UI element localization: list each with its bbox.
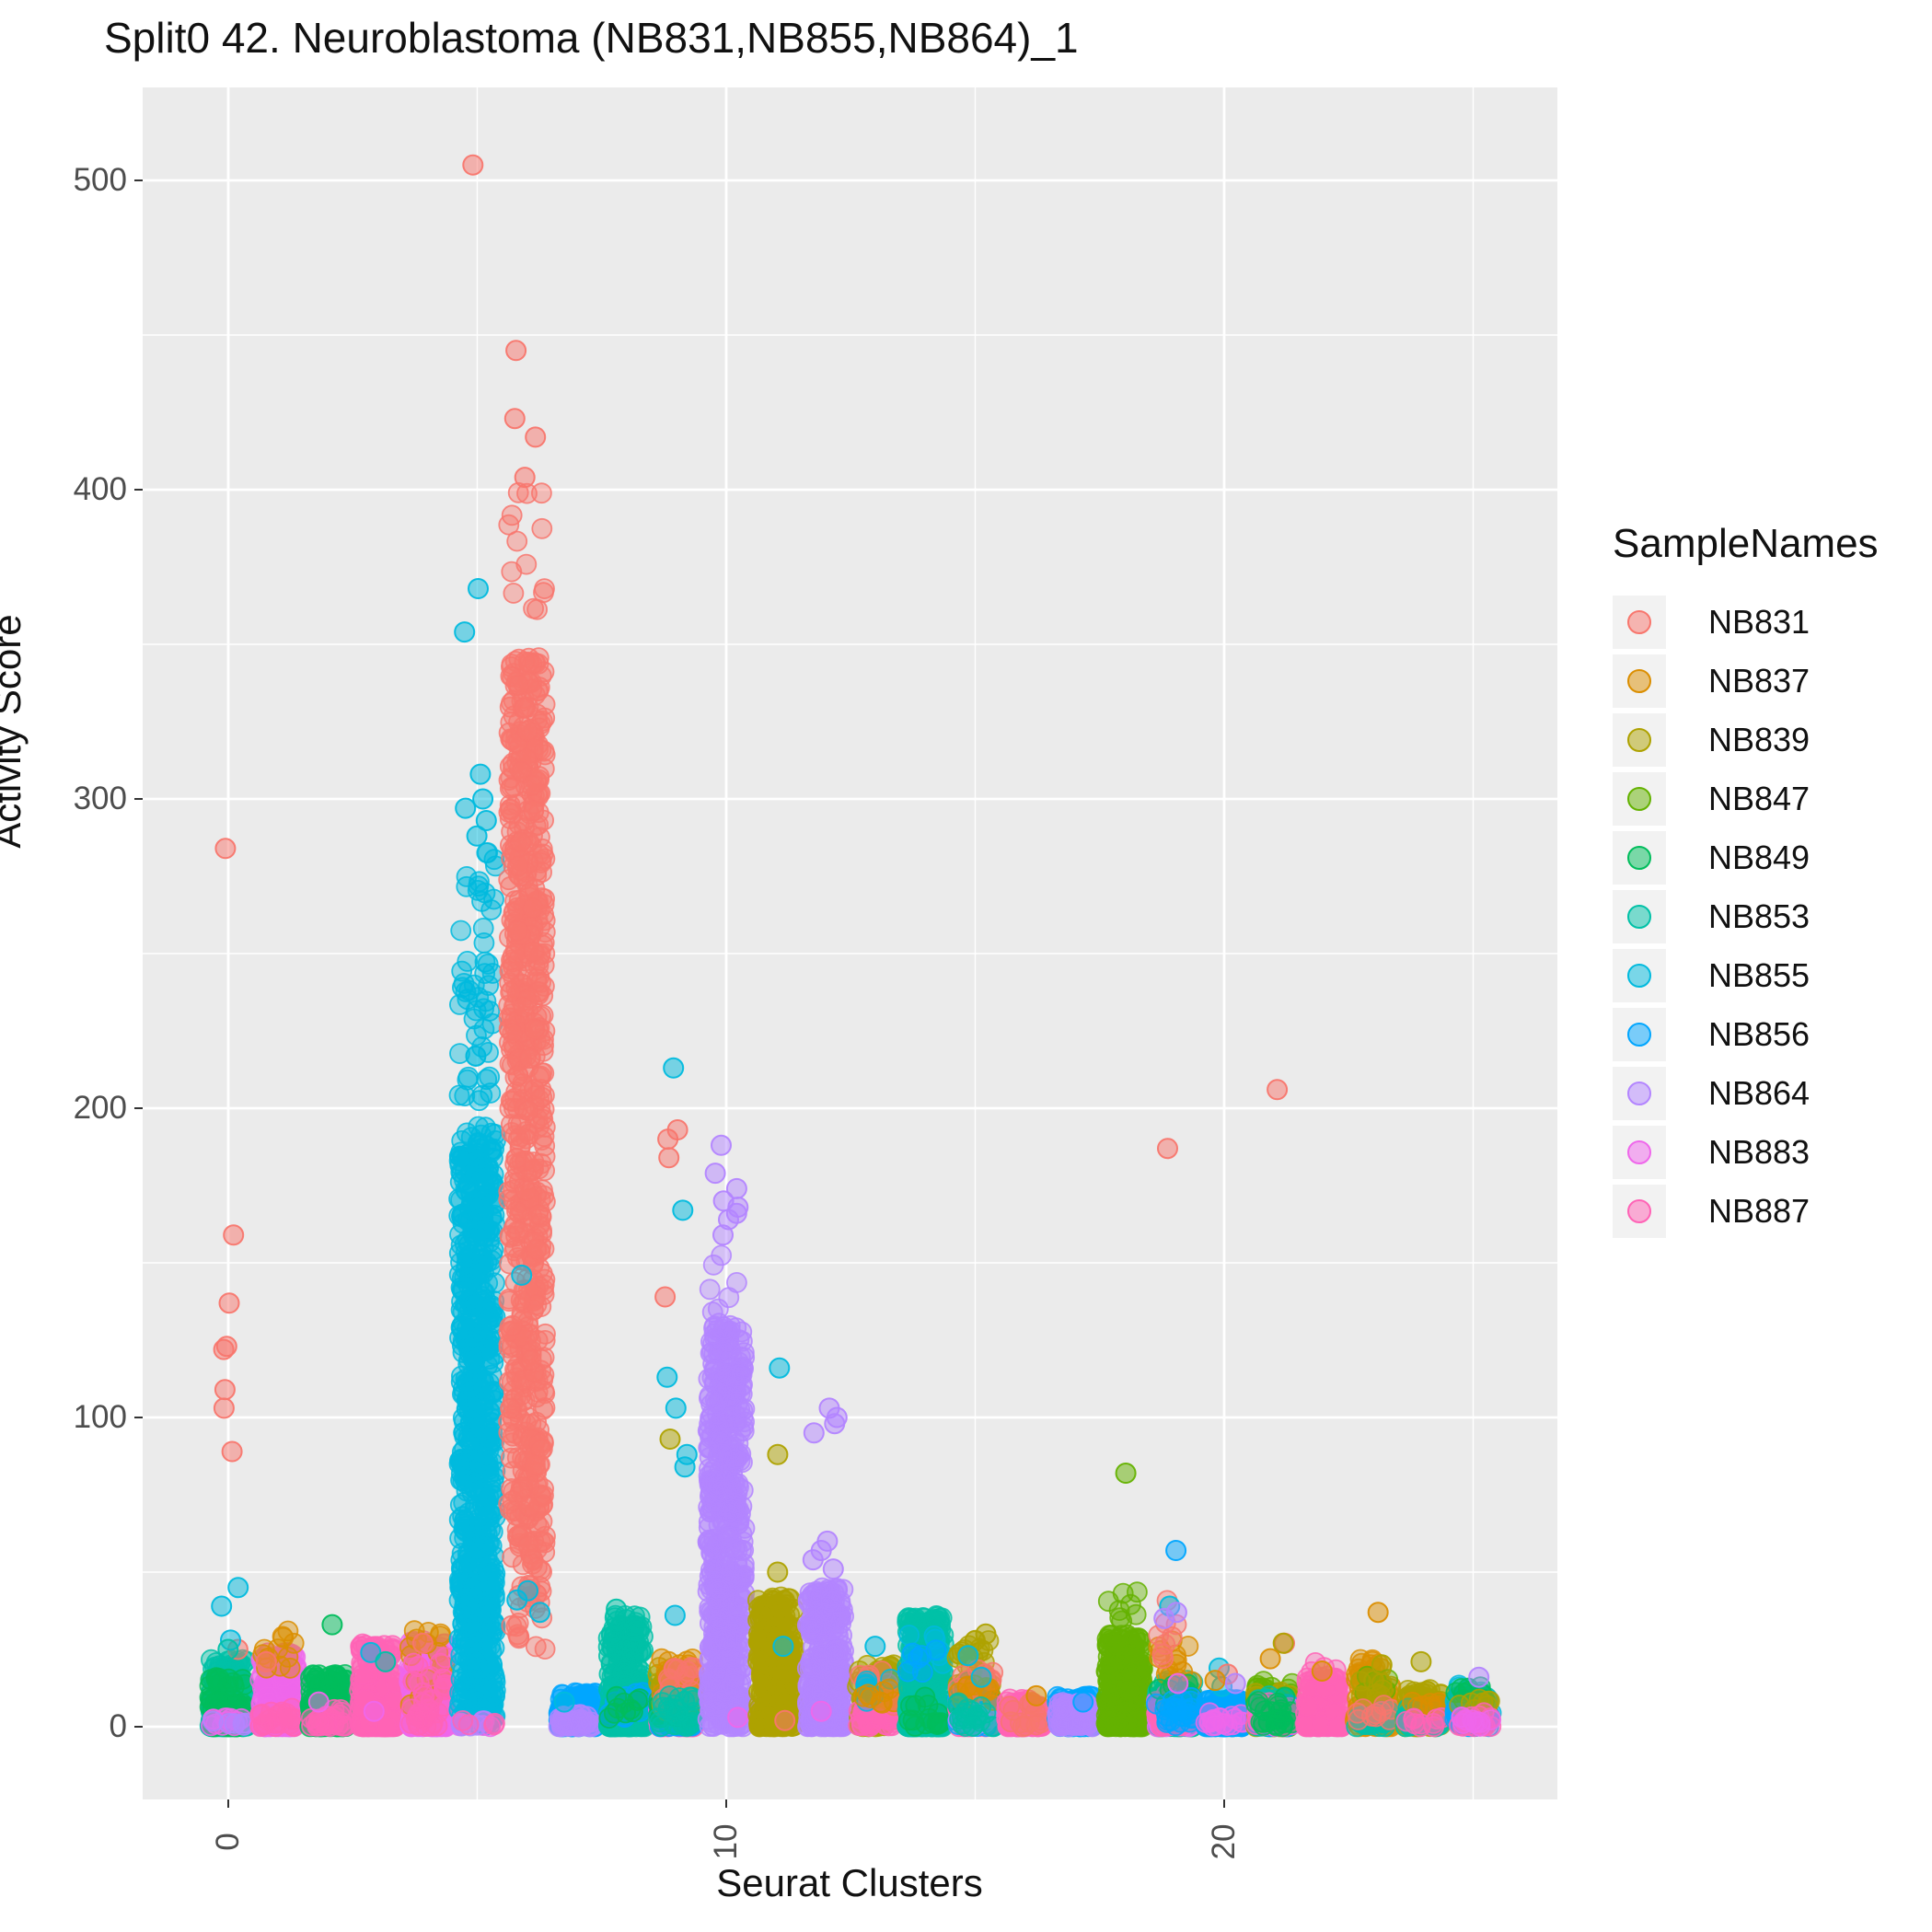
legend-key	[1613, 949, 1666, 1002]
legend-key	[1613, 1126, 1666, 1179]
legend-dot-icon	[1627, 846, 1651, 870]
legend-item-NB883: NB883	[1591, 1123, 1922, 1182]
cluster-20-points	[1195, 1657, 1254, 1738]
legend-dot-icon	[1627, 728, 1651, 752]
cluster-11-points	[747, 1357, 805, 1738]
cluster-21-points	[1244, 1079, 1303, 1738]
cluster-25-points	[1444, 1666, 1502, 1738]
plot-panel	[143, 87, 1557, 1799]
legend-label: NB839	[1708, 721, 1811, 758]
cluster-0-points	[199, 838, 258, 1738]
legend-key	[1613, 890, 1666, 943]
legend-item-NB887: NB887	[1591, 1182, 1922, 1241]
legend-key	[1613, 1185, 1666, 1238]
legend-label: NB855	[1708, 956, 1811, 994]
cluster-2-points	[299, 1614, 357, 1738]
legend-label: NB837	[1708, 662, 1811, 700]
y-tick-mark	[134, 179, 143, 182]
legend-item-NB855: NB855	[1591, 946, 1922, 1005]
legend-dot-icon	[1627, 964, 1651, 988]
cluster-15-points	[946, 1623, 1004, 1738]
cluster-19-points	[1145, 1138, 1204, 1738]
y-tick-mark	[134, 1725, 143, 1729]
cluster-22-points	[1294, 1652, 1353, 1738]
cluster-10-points	[697, 1134, 756, 1738]
legend-item-NB839: NB839	[1591, 711, 1922, 769]
legend-dot-icon	[1627, 610, 1651, 634]
legend: SampleNames NB831 NB837 NB839 NB847 NB849 NB8…	[1591, 521, 1922, 1241]
cluster-3-points	[349, 1633, 407, 1738]
cluster-18-points	[1095, 1463, 1154, 1738]
legend-item-NB849: NB849	[1591, 828, 1922, 887]
cluster-5-points	[448, 154, 506, 1738]
legend-item-NB856: NB856	[1591, 1005, 1922, 1064]
legend-key	[1613, 654, 1666, 708]
legend-dot-icon	[1627, 787, 1651, 811]
cluster-12-points	[796, 1397, 855, 1738]
x-axis-title: Seurat Clusters	[716, 1861, 983, 1904]
cluster-6-points	[498, 340, 556, 1660]
x-tick-label: 10	[708, 1823, 744, 1860]
legend-label: NB864	[1708, 1074, 1811, 1112]
x-tick-mark	[226, 1799, 230, 1808]
legend-dot-icon	[1627, 1082, 1651, 1105]
y-tick-label: 300	[73, 781, 127, 816]
legend-label: NB853	[1708, 897, 1811, 935]
y-tick-mark	[134, 1106, 143, 1110]
legend-key	[1613, 831, 1666, 885]
legend-items: NB831 NB837 NB839 NB847 NB849 NB853 NB855 NB856…	[1591, 593, 1922, 1241]
y-tick-label: 500	[73, 162, 127, 198]
legend-dot-icon	[1627, 669, 1651, 693]
y-tick-label: 100	[73, 1399, 127, 1435]
cluster-9-points	[647, 1057, 706, 1738]
legend-item-NB847: NB847	[1591, 769, 1922, 828]
x-tick-label: 0	[210, 1833, 246, 1851]
legend-dot-icon	[1627, 1199, 1651, 1223]
cluster-24-points	[1394, 1650, 1452, 1738]
legend-key	[1613, 772, 1666, 826]
legend-dot-icon	[1627, 1140, 1651, 1164]
legend-label: NB831	[1708, 603, 1811, 641]
x-tick-mark	[1222, 1799, 1226, 1808]
y-tick-label: 0	[109, 1708, 127, 1744]
legend-key	[1613, 1067, 1666, 1120]
y-tick-mark	[134, 488, 143, 492]
cluster-16-points	[996, 1684, 1054, 1738]
y-tick-mark	[134, 797, 143, 801]
legend-label: NB849	[1708, 839, 1811, 876]
cluster-4-points	[398, 1620, 457, 1738]
legend-item-NB853: NB853	[1591, 887, 1922, 946]
legend-label: NB847	[1708, 780, 1811, 817]
cluster-8-points	[597, 1598, 656, 1738]
cluster-14-points	[897, 1605, 954, 1738]
y-tick-label: 200	[73, 1090, 127, 1126]
x-tick-mark	[724, 1799, 728, 1808]
cluster-17-points	[1047, 1685, 1104, 1738]
y-tick-mark	[134, 1416, 143, 1419]
legend-key	[1613, 596, 1666, 649]
legend-label: NB856	[1708, 1015, 1811, 1053]
y-tick-label: 400	[73, 471, 127, 507]
legend-key	[1613, 1008, 1666, 1061]
cluster-7-points	[548, 1682, 607, 1738]
legend-item-NB837: NB837	[1591, 652, 1922, 711]
cluster-13-points	[847, 1636, 905, 1738]
cluster-1-points	[249, 1620, 307, 1738]
chart-title: Split0 42. Neuroblastoma (NB831,NB855,NB…	[104, 14, 1079, 62]
legend-dot-icon	[1627, 1023, 1651, 1047]
legend-dot-icon	[1627, 905, 1651, 929]
legend-key	[1613, 713, 1666, 767]
cluster-23-points	[1344, 1602, 1403, 1738]
legend-item-NB831: NB831	[1591, 593, 1922, 652]
legend-label: NB883	[1708, 1133, 1811, 1171]
legend-item-NB864: NB864	[1591, 1064, 1922, 1123]
legend-title: SampleNames	[1613, 521, 1879, 566]
x-tick-label: 20	[1206, 1823, 1242, 1860]
legend-label: NB887	[1708, 1192, 1811, 1230]
